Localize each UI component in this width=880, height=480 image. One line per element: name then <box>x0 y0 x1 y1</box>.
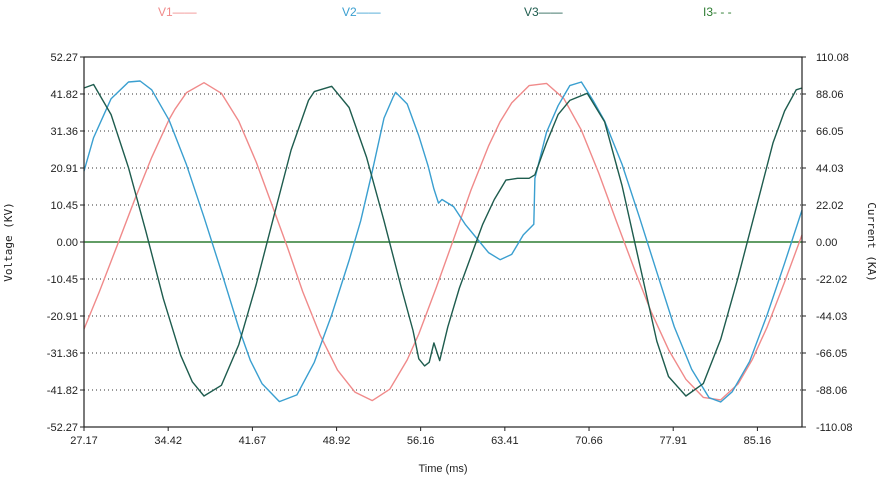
x-tick-label: 34.42 <box>154 435 182 447</box>
y-tick-label: -41.82 <box>47 385 78 397</box>
y2-tick-labels: 110.08 88.06 66.05 44.03 22.02 0.00 -22.02 -44.… <box>816 52 853 434</box>
series-line-v3 <box>83 83 803 397</box>
y-axis-title: Voltage (KV) <box>2 202 15 281</box>
y2-axis-title: Current (KA) <box>865 202 878 281</box>
x-tick-label: 85.16 <box>744 435 772 447</box>
y2-tick-label: -66.05 <box>816 348 847 360</box>
y-tick-marks <box>80 56 806 431</box>
y2-tick-label: -88.06 <box>816 385 847 397</box>
series-group <box>83 80 803 403</box>
y-tick-label: 20.91 <box>50 163 78 175</box>
x-tick-label: 27.17 <box>70 435 98 447</box>
legend-entry-v3: V3—— <box>524 5 563 19</box>
y2-tick-label: 22.02 <box>816 200 844 212</box>
plot-frame <box>83 56 803 428</box>
x-tick-label: 48.92 <box>323 435 351 447</box>
y2-tick-label: 44.03 <box>816 163 844 175</box>
x-tick-label: 63.41 <box>491 435 519 447</box>
x-axis-title: Time (ms) <box>418 463 467 475</box>
y-tick-label: -20.91 <box>47 311 78 323</box>
x-tick-label: 77.91 <box>659 435 687 447</box>
y-tick-label: -10.45 <box>47 274 78 286</box>
series-line-v2 <box>83 80 803 403</box>
y-tick-label: 52.27 <box>50 52 78 64</box>
y-tick-labels: 52.27 41.82 31.36 20.91 10.45 0.00 -10.45 -20.9… <box>47 52 78 434</box>
x-tick-label: 41.67 <box>239 435 267 447</box>
y2-tick-label: 66.05 <box>816 126 844 138</box>
y2-tick-label: -110.08 <box>816 422 853 434</box>
x-tick-labels: 27.17 34.42 41.67 48.92 56.16 63.41 70.66 77.91… <box>70 435 771 447</box>
x-tick-label: 56.16 <box>407 435 435 447</box>
y-tick-label: 0.00 <box>57 237 78 249</box>
legend: V1—— V2—— V3—— I3- - - <box>158 5 732 19</box>
y2-tick-label: 110.08 <box>816 52 849 64</box>
y2-tick-label: -44.03 <box>816 311 847 323</box>
x-tick-label: 70.66 <box>575 435 603 447</box>
y-tick-label: 41.82 <box>50 89 78 101</box>
y-tick-label: -31.36 <box>47 348 78 360</box>
legend-entry-v2: V2—— <box>342 5 381 19</box>
y2-tick-label: -22.02 <box>816 274 847 286</box>
y-tick-label: 31.36 <box>50 126 78 138</box>
y2-tick-label: 0.00 <box>816 237 837 249</box>
legend-entry-i3: I3- - - <box>703 5 732 19</box>
legend-entry-v1: V1—— <box>158 5 197 19</box>
y2-tick-label: 88.06 <box>816 89 844 101</box>
y-tick-label: 10.45 <box>50 200 78 212</box>
series-line-v1 <box>83 81 803 402</box>
y-tick-label: -52.27 <box>47 422 78 434</box>
